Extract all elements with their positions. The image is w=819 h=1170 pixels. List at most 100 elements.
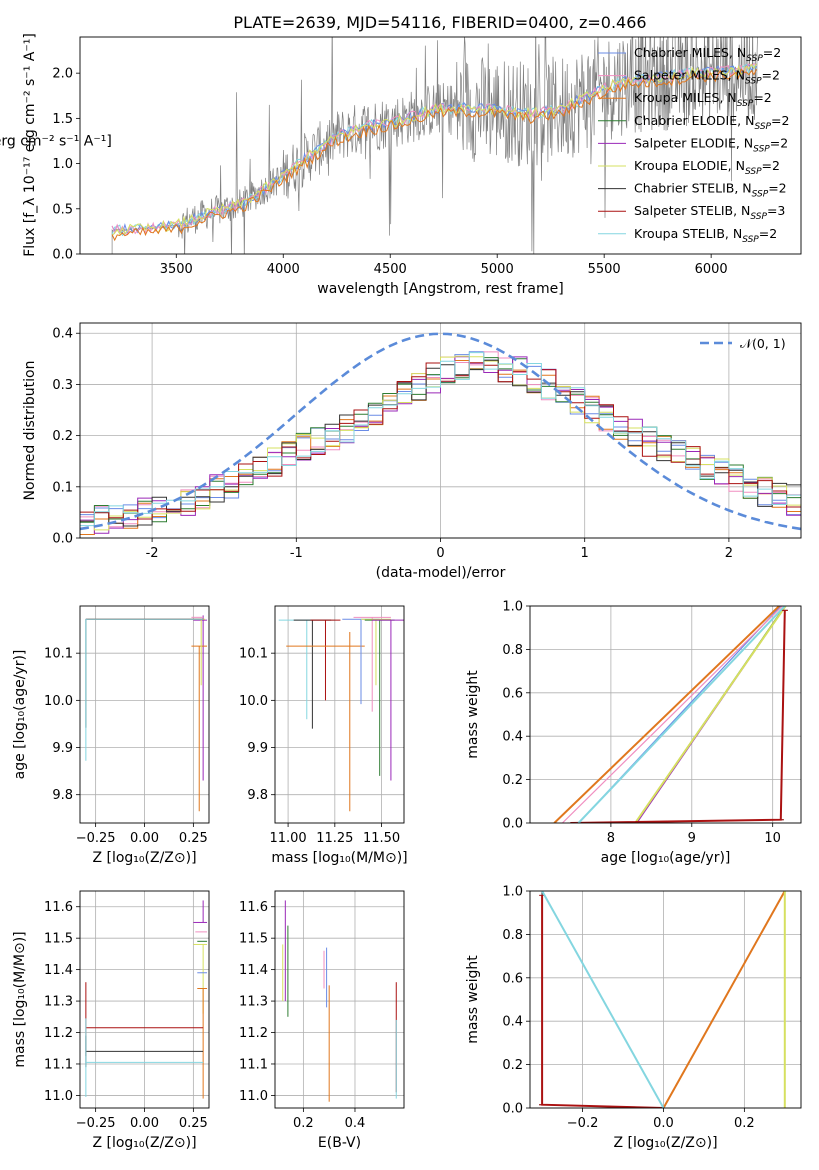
y-tick-label: 0.2 xyxy=(502,773,523,788)
y-tick-label: 11.5 xyxy=(44,932,73,947)
errorbars xyxy=(85,615,208,812)
legend-label: Salpeter STELIB, NSSP=3 xyxy=(634,203,785,222)
x-tick-label: 11.25 xyxy=(316,831,353,846)
y-tick-label: 0.0 xyxy=(52,532,73,547)
y-tick-label: 11.2 xyxy=(44,1026,73,1041)
axes-frame-cum_mass_vs_age xyxy=(529,605,802,824)
cumulative-lines xyxy=(551,606,789,823)
x-tick-label: 3500 xyxy=(160,262,193,277)
model-kroupa-elodie xyxy=(111,63,757,236)
y-tick-label: 9.8 xyxy=(247,788,268,803)
y-tick-label: 11.4 xyxy=(44,963,73,978)
x-tick-label: 9 xyxy=(688,831,696,846)
figure-title: PLATE=2639, MJD=54116, FIBERID=0400, z=0… xyxy=(233,13,646,32)
y-tick-label: 0.2 xyxy=(502,1058,523,1073)
y-tick-label: 0.6 xyxy=(502,686,523,701)
y-tick-label: 0.1 xyxy=(52,480,73,495)
y-axis-label: mass [log₁₀(M/M⊙)] xyxy=(12,931,28,1067)
errorbars xyxy=(282,900,397,1102)
x-tick-label: 5500 xyxy=(588,262,621,277)
x-axis-label: wavelength [Angstrom, rest frame] xyxy=(317,281,563,297)
spectrum-lines xyxy=(111,37,758,254)
x-tick-label: 4000 xyxy=(267,262,300,277)
x-tick-label: 0.2 xyxy=(734,1116,755,1131)
y-tick-label: 0.5 xyxy=(52,202,73,217)
cum-kroupa-stelib xyxy=(541,891,665,1108)
x-tick-label: 0.2 xyxy=(293,1116,314,1131)
y-tick-label: 11.1 xyxy=(44,1057,73,1072)
y-tick-label: 11.0 xyxy=(44,1089,73,1104)
y-tick-label: 11.5 xyxy=(239,932,268,947)
plot-layer: 3500 4000 4500 5000 5500 6000 0.0 0.5 1.0 1.5 2.0 w… xyxy=(0,33,802,1151)
y-axis-label: Flux [f_λ 10⁻¹⁷ erg cm⁻² s⁻¹ A⁻¹] xyxy=(0,134,112,150)
y-tick-label: 10.0 xyxy=(239,694,268,709)
cum-kroupa-elodie xyxy=(634,606,787,823)
cum-kroupa-miles xyxy=(553,606,780,823)
cum-kroupa-miles xyxy=(662,891,786,1108)
y-tick-label: 1.5 xyxy=(52,112,73,127)
x-tick-label: 0 xyxy=(436,546,444,561)
y-tick-label: 11.3 xyxy=(44,995,73,1010)
legend-label: Chabrier MILES, NSSP=2 xyxy=(634,45,781,64)
y-tick-label: 11.3 xyxy=(239,995,268,1010)
y-tick-label: 11.4 xyxy=(239,963,268,978)
legend-label: Salpeter MILES, NSSP=2 xyxy=(634,68,780,87)
cumulative-lines xyxy=(539,891,788,1108)
x-tick-label: 0.4 xyxy=(345,1116,366,1131)
y-tick-label: 11.0 xyxy=(239,1089,268,1104)
y-axis-label: Normed distribution xyxy=(22,361,38,501)
x-tick-label: 0.00 xyxy=(130,831,159,846)
axes-frame-cum_mass_vs_Z xyxy=(529,890,802,1109)
y-tick-label: 11.6 xyxy=(239,900,268,915)
histogram-steps xyxy=(80,332,801,535)
y-tick-label: 9.9 xyxy=(247,741,268,756)
x-axis-label: (data-model)/error xyxy=(376,565,506,581)
x-axis-label: E(B-V) xyxy=(318,1135,361,1151)
y-tick-label: 0.8 xyxy=(502,928,523,943)
x-axis-label: age [log₁₀(age/yr)] xyxy=(601,850,731,866)
x-tick-label: 6000 xyxy=(695,262,728,277)
y-tick-label: 9.8 xyxy=(52,788,73,803)
x-tick-label: −0.25 xyxy=(76,1116,116,1131)
y-tick-label: 0.4 xyxy=(52,327,73,342)
y-tick-label: 2.0 xyxy=(52,67,73,82)
x-tick-label: -2 xyxy=(146,546,159,561)
y-tick-label: 0.3 xyxy=(52,378,73,393)
axes-frame-mass_vs_ebv xyxy=(274,890,405,1109)
axes-frame-age_vs_Z xyxy=(79,605,210,824)
y-tick-label: 1.0 xyxy=(502,600,523,615)
y-tick-label: 11.6 xyxy=(44,900,73,915)
hist-kroupa-stelib xyxy=(80,352,801,527)
errorbars xyxy=(278,616,404,812)
y-tick-label: 0.0 xyxy=(502,1102,523,1117)
y-tick-label: 0.0 xyxy=(52,248,73,263)
y-tick-label: 9.9 xyxy=(52,741,73,756)
x-tick-label: 11.50 xyxy=(363,831,400,846)
y-tick-label: 11.2 xyxy=(239,1026,268,1041)
normal-curve xyxy=(80,332,801,531)
axes-frame-residuals xyxy=(79,322,802,539)
y-axis-label: Flux [f_λ 10⁻¹⁷ erg cm⁻² s⁻¹ A⁻¹] xyxy=(22,33,38,257)
x-tick-label: 0.0 xyxy=(653,1116,674,1131)
axes-frame-spectrum xyxy=(79,36,802,255)
x-tick-label: 8 xyxy=(607,831,615,846)
x-tick-label: −0.25 xyxy=(76,831,116,846)
legend-label: Kroupa ELODIE, NSSP=2 xyxy=(634,158,780,177)
y-tick-label: 11.1 xyxy=(239,1057,268,1072)
x-tick-label: 2 xyxy=(725,546,733,561)
cum-salpeter-miles xyxy=(561,606,783,823)
x-tick-label: 1 xyxy=(581,546,589,561)
x-axis-label: mass [log₁₀(M/M⊙)] xyxy=(271,850,407,866)
y-tick-label: 0.4 xyxy=(502,730,523,745)
x-axis-label: Z [log₁₀(Z/Z⊙)] xyxy=(92,1135,196,1151)
y-tick-label: 0.8 xyxy=(502,643,523,658)
cum-kroupa-stelib xyxy=(577,606,786,823)
x-axis-label: Z [log₁₀(Z/Z⊙)] xyxy=(92,850,196,866)
x-tick-label: 11.00 xyxy=(269,831,306,846)
y-tick-label: 10.0 xyxy=(44,694,73,709)
errorbars xyxy=(85,900,208,1099)
axes-frame-age_vs_mass xyxy=(274,605,405,824)
x-tick-label: 0.25 xyxy=(179,831,208,846)
y-tick-label: 10.1 xyxy=(239,647,268,662)
y-axis-label: mass weight xyxy=(465,670,481,759)
